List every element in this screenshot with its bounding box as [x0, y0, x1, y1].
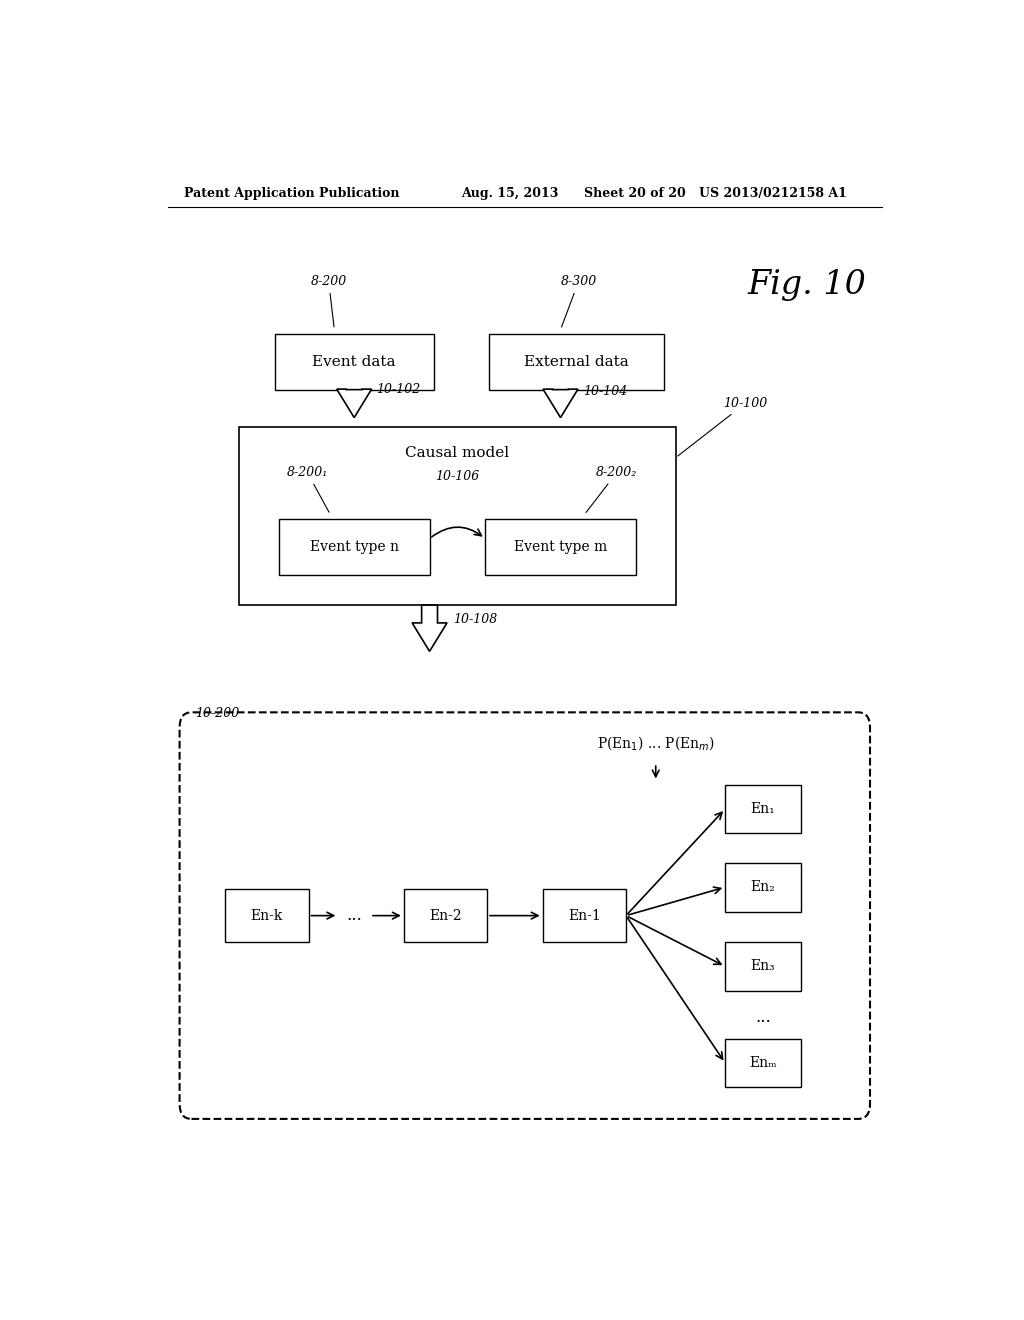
Text: 8-300: 8-300 — [560, 275, 597, 327]
FancyBboxPatch shape — [279, 519, 430, 574]
Text: Sheet 20 of 20: Sheet 20 of 20 — [585, 187, 686, 201]
Text: En₁: En₁ — [751, 801, 775, 816]
FancyBboxPatch shape — [725, 784, 801, 833]
Text: Enₘ: Enₘ — [750, 1056, 776, 1071]
Text: 8-200₁: 8-200₁ — [287, 466, 329, 512]
FancyBboxPatch shape — [239, 428, 676, 605]
FancyBboxPatch shape — [725, 863, 801, 912]
Text: 10-106: 10-106 — [435, 470, 479, 483]
Text: 10-200: 10-200 — [196, 708, 240, 721]
Text: Fig. 10: Fig. 10 — [748, 269, 866, 301]
Polygon shape — [337, 389, 372, 417]
FancyBboxPatch shape — [179, 713, 870, 1119]
Text: 10-100: 10-100 — [678, 397, 767, 455]
FancyBboxPatch shape — [725, 1039, 801, 1088]
Text: Patent Application Publication: Patent Application Publication — [183, 187, 399, 201]
Text: 8-200₂: 8-200₂ — [586, 466, 638, 512]
Text: En-1: En-1 — [568, 908, 601, 923]
Text: Event data: Event data — [312, 355, 396, 368]
FancyBboxPatch shape — [274, 334, 433, 389]
FancyBboxPatch shape — [403, 890, 487, 942]
Text: Event type n: Event type n — [309, 540, 398, 553]
FancyBboxPatch shape — [725, 942, 801, 991]
Polygon shape — [412, 605, 447, 651]
Text: 8-200: 8-200 — [310, 275, 347, 327]
Text: Event type m: Event type m — [514, 540, 607, 553]
Text: ...: ... — [346, 907, 362, 924]
FancyBboxPatch shape — [225, 890, 308, 942]
Text: Causal model: Causal model — [406, 446, 509, 459]
Text: P(En$_1$) ... P(En$_m$): P(En$_1$) ... P(En$_m$) — [597, 734, 715, 751]
Text: En-k: En-k — [251, 908, 283, 923]
Text: 10-108: 10-108 — [454, 614, 498, 626]
Text: En₃: En₃ — [751, 960, 775, 973]
FancyBboxPatch shape — [489, 334, 664, 389]
Text: 10-104: 10-104 — [583, 385, 627, 399]
Text: 10-102: 10-102 — [377, 383, 421, 396]
Text: En-2: En-2 — [429, 908, 462, 923]
Polygon shape — [543, 389, 578, 417]
Text: En₂: En₂ — [751, 880, 775, 894]
Text: External data: External data — [524, 355, 629, 368]
FancyBboxPatch shape — [485, 519, 636, 574]
Text: ...: ... — [755, 1008, 771, 1026]
FancyBboxPatch shape — [543, 890, 626, 942]
Text: Aug. 15, 2013: Aug. 15, 2013 — [461, 187, 559, 201]
Text: US 2013/0212158 A1: US 2013/0212158 A1 — [699, 187, 847, 201]
